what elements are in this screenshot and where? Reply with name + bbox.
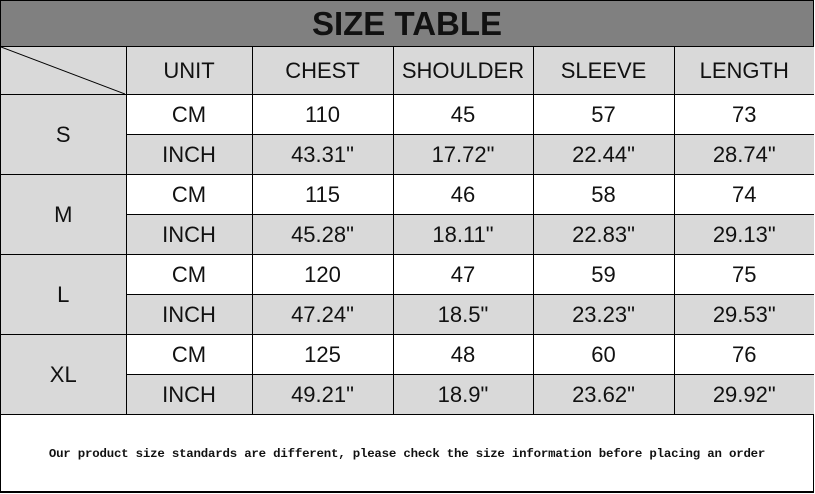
unit-cell: CM [125, 174, 253, 215]
value-cell: 18.9" [392, 374, 534, 415]
size-label: M [1, 174, 127, 255]
unit-cell: CM [125, 254, 253, 295]
value-cell: 76 [673, 334, 814, 375]
size-label: XL [1, 334, 127, 415]
unit-cell: INCH [126, 134, 253, 175]
table-row: XL CM 125 48 60 76 [1, 334, 814, 415]
size-label: L [1, 254, 127, 335]
table-row: S CM 110 45 57 73 [1, 94, 814, 175]
value-cell: 125 [251, 334, 394, 375]
value-cell: 29.92" [673, 374, 814, 415]
value-cell: 75 [673, 254, 814, 295]
value-cell: 120 [251, 254, 394, 295]
value-cell: 49.21" [251, 374, 394, 415]
footer-note: Our product size standards are different… [48, 447, 766, 461]
header-row: UNIT CHEST SHOULDER SLEEVE LENGTH [1, 47, 814, 95]
value-cell: 29.13" [673, 214, 814, 255]
header-sleeve: SLEEVE [532, 47, 675, 95]
table-title: SIZE TABLE [1, 1, 813, 47]
value-cell: 45.28" [251, 214, 394, 255]
header-length: LENGTH [673, 47, 814, 95]
size-label: S [1, 94, 127, 175]
unit-cell: INCH [126, 214, 253, 255]
value-cell: 115 [251, 174, 394, 215]
value-cell: 28.74" [673, 134, 814, 175]
size-table: UNIT CHEST SHOULDER SLEEVE LENGTH S CM 110… [1, 47, 814, 415]
table-row: INCH 45.28" 18.11" 22.83" 29.13" [1, 214, 814, 255]
table-row: INCH 43.31" 17.72" 22.44" 28.74" [1, 134, 814, 175]
unit-cell: CM [125, 334, 253, 375]
value-cell: 23.62" [532, 374, 675, 415]
value-cell: 47.24" [251, 294, 394, 335]
value-cell: 48 [392, 334, 534, 375]
table-row: INCH 49.21" 18.9" 23.62" 29.92" [1, 374, 814, 415]
value-cell: 18.5" [392, 294, 534, 335]
value-cell: 47 [392, 254, 534, 295]
diagonal-divider [1, 47, 125, 94]
value-cell: 73 [673, 94, 814, 135]
value-cell: 74 [673, 174, 814, 215]
header-unit: UNIT [125, 47, 253, 95]
unit-cell: INCH [126, 294, 253, 335]
value-cell: 18.11" [392, 214, 534, 255]
value-cell: 17.72" [392, 134, 534, 175]
value-cell: 110 [251, 94, 394, 135]
value-cell: 22.83" [532, 214, 675, 255]
table-row: L CM 120 47 59 75 [1, 254, 814, 335]
unit-cell: INCH [126, 374, 253, 415]
value-cell: 29.53" [673, 294, 814, 335]
table-row: INCH 47.24" 18.5" 23.23" 29.53" [1, 294, 814, 335]
value-cell: 22.44" [532, 134, 675, 175]
table-row: M CM 115 46 58 74 [1, 174, 814, 255]
header-chest: CHEST [251, 47, 394, 95]
value-cell: 46 [392, 174, 534, 215]
value-cell: 58 [532, 174, 675, 215]
unit-cell: CM [125, 94, 253, 135]
value-cell: 23.23" [532, 294, 675, 335]
value-cell: 45 [392, 94, 534, 135]
value-cell: 59 [532, 254, 675, 295]
corner-cell [1, 47, 127, 95]
value-cell: 60 [532, 334, 675, 375]
value-cell: 57 [532, 94, 675, 135]
header-shoulder: SHOULDER [392, 47, 534, 95]
value-cell: 43.31" [251, 134, 394, 175]
